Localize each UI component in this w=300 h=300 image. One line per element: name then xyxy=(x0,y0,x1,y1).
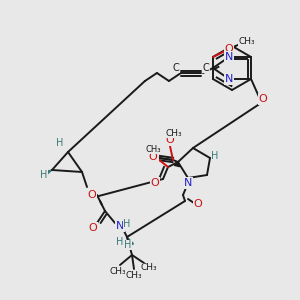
Text: O: O xyxy=(194,199,202,209)
Text: CH₃: CH₃ xyxy=(145,145,161,154)
Text: CH₃: CH₃ xyxy=(166,128,182,137)
Text: H: H xyxy=(56,138,64,148)
Text: N: N xyxy=(116,221,124,231)
Text: O: O xyxy=(148,152,158,162)
Text: C: C xyxy=(202,63,209,73)
Text: CH₃: CH₃ xyxy=(126,271,142,280)
Text: CH₃: CH₃ xyxy=(110,266,126,275)
Text: O: O xyxy=(150,153,158,163)
Text: CH₃: CH₃ xyxy=(141,263,157,272)
Text: H: H xyxy=(211,151,219,161)
Text: H: H xyxy=(40,170,48,180)
Text: O: O xyxy=(88,223,98,233)
Text: C: C xyxy=(172,63,179,73)
Text: N: N xyxy=(225,74,233,84)
Text: O: O xyxy=(225,44,233,54)
Text: O: O xyxy=(151,178,159,188)
Text: CH₃: CH₃ xyxy=(238,37,255,46)
Text: H: H xyxy=(123,219,131,229)
Text: H: H xyxy=(116,237,124,247)
Polygon shape xyxy=(127,237,134,246)
Text: O: O xyxy=(88,190,96,200)
Polygon shape xyxy=(41,170,52,178)
Text: O: O xyxy=(166,135,174,145)
Text: H: H xyxy=(124,240,132,250)
Polygon shape xyxy=(174,162,180,167)
Text: O: O xyxy=(259,94,267,104)
Text: N: N xyxy=(225,52,233,62)
Text: N: N xyxy=(184,178,192,188)
